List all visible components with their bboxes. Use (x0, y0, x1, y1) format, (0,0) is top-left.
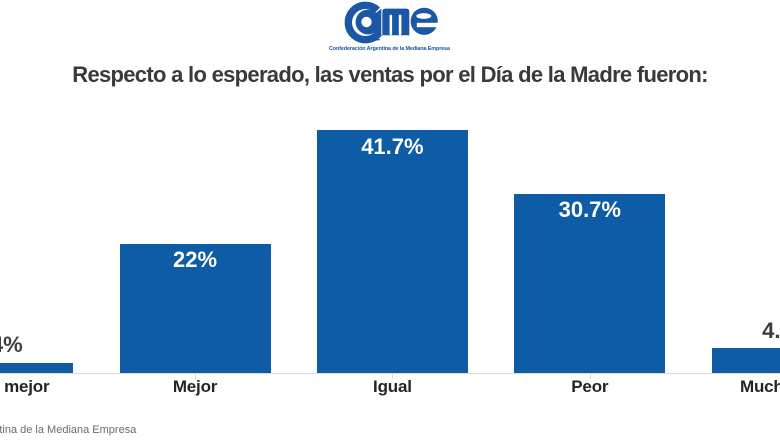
svg-text:Confederación Argentina de la: Confederación Argentina de la Mediana Em… (329, 46, 451, 52)
